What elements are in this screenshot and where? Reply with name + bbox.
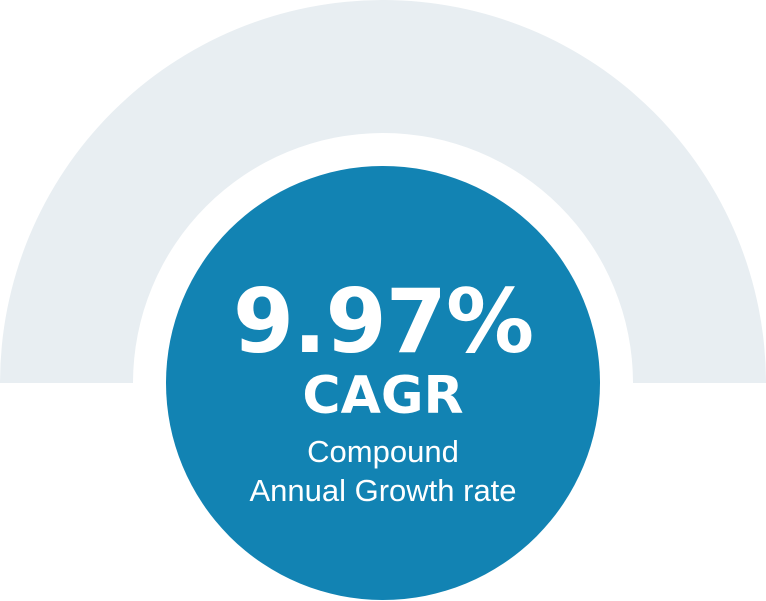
cagr-label: CAGR	[302, 366, 464, 426]
background-arc	[0, 0, 766, 383]
description-line-1: Compound	[307, 434, 459, 469]
cagr-value: 9.97%	[232, 270, 534, 373]
cagr-description: Compound Annual Growth rate	[166, 432, 600, 510]
description-line-2: Annual Growth rate	[249, 473, 517, 508]
metric-circle	[166, 166, 600, 600]
